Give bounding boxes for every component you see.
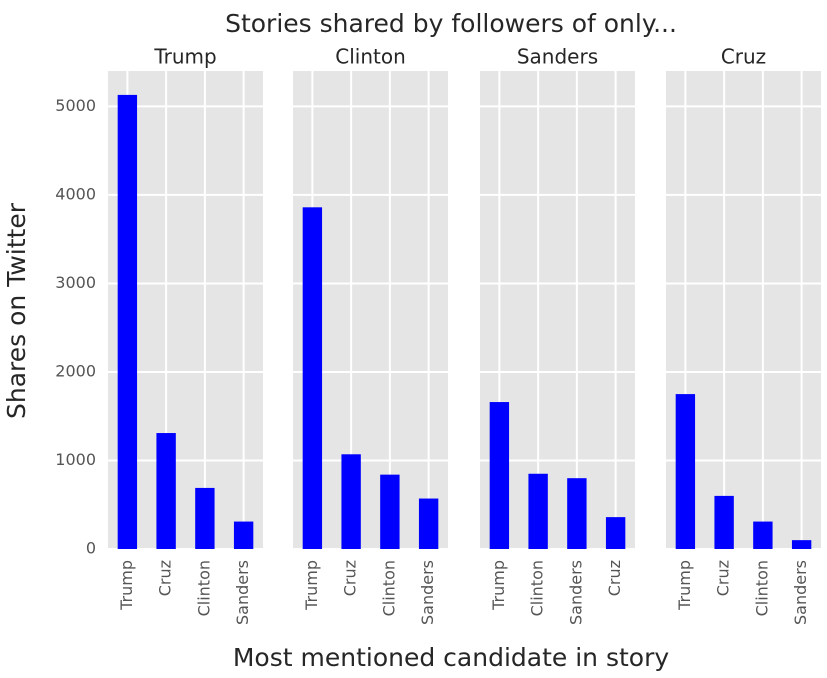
x-tick-label: Trump: [675, 560, 694, 611]
x-tick-label: Clinton: [528, 560, 547, 616]
x-tick-label: Clinton: [752, 560, 771, 616]
x-tick-label: Cruz: [605, 560, 624, 596]
x-tick-label: Sanders: [791, 560, 810, 625]
bar-sanders-cruz: [605, 517, 626, 549]
x-tick-label: Sanders: [418, 560, 437, 625]
y-tick-label: 2000: [55, 361, 96, 380]
y-axis-label: Shares on Twitter: [2, 202, 31, 419]
bar-trump-trump: [117, 94, 138, 550]
bar-cruz-sanders: [791, 540, 812, 549]
panel-title: Cruz: [721, 45, 766, 69]
panel-clinton: Clinton Trump Cruz Clinton Sanders: [293, 45, 448, 625]
x-tick-label: Cruz: [156, 560, 175, 596]
bar-sanders-clinton: [528, 473, 548, 549]
y-tick-label: 4000: [55, 184, 96, 203]
y-axis: 0 1000 2000 3000 4000 5000: [55, 96, 96, 558]
bar-trump-sanders: [233, 521, 254, 549]
bar-cruz-trump: [675, 394, 696, 549]
bar-clinton-trump: [302, 207, 323, 549]
bar-clinton-clinton: [380, 474, 400, 549]
x-tick-label: Sanders: [566, 560, 585, 625]
x-tick-label: Cruz: [341, 560, 360, 596]
bar-cruz-cruz: [714, 495, 734, 549]
x-tick-label: Sanders: [233, 560, 252, 625]
x-axis-label: Most mentioned candidate in story: [233, 643, 669, 672]
bar-clinton-sanders: [418, 498, 439, 549]
bar-clinton-cruz: [341, 454, 361, 549]
panel-title: Trump: [153, 45, 216, 69]
x-tick-label: Trump: [302, 560, 321, 611]
bar-sanders-trump: [489, 402, 510, 549]
bar-trump-cruz: [156, 433, 176, 549]
x-tick-label: Cruz: [714, 560, 733, 596]
y-tick-label: 0: [86, 539, 96, 558]
x-tick-label: Trump: [489, 560, 508, 611]
panel-sanders: Sanders Trump Clinton Sanders Cruz: [480, 45, 635, 625]
panel-title: Sanders: [517, 45, 598, 69]
x-tick-label: Trump: [117, 560, 136, 611]
y-tick-label: 5000: [55, 96, 96, 115]
panel-trump: Trump Trump Cruz Clinton Sanders: [108, 45, 263, 625]
panel-cruz: Cruz Trump Cruz Clinton Sanders: [666, 45, 821, 625]
x-tick-label: Clinton: [379, 560, 398, 616]
x-tick-label: Clinton: [194, 560, 213, 616]
y-tick-label: 1000: [55, 450, 96, 469]
bar-cruz-clinton: [753, 521, 773, 549]
panel-title: Clinton: [335, 45, 406, 69]
bar-sanders-sanders: [567, 478, 587, 549]
chart-title: Stories shared by followers of only...: [225, 9, 677, 38]
bar-trump-clinton: [195, 487, 215, 549]
y-tick-label: 3000: [55, 273, 96, 292]
